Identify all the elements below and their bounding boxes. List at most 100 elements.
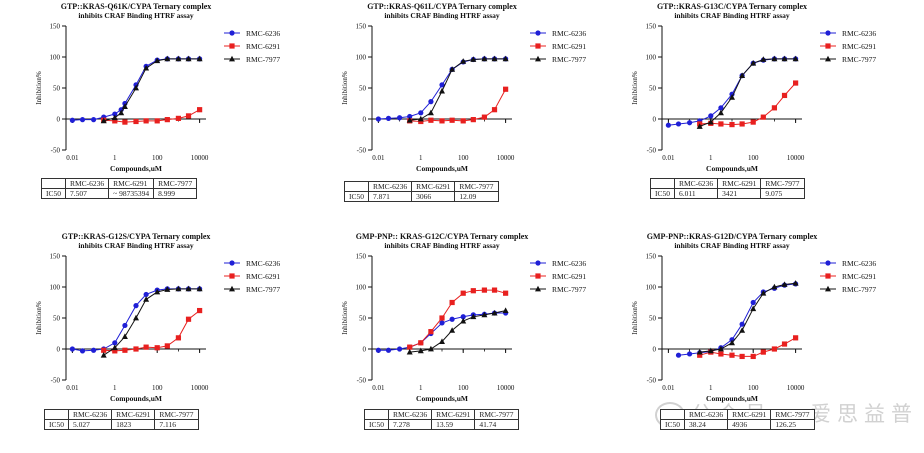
x-tick-label: 1	[113, 384, 117, 392]
legend-marker	[229, 260, 235, 266]
x-tick-label: 100	[152, 154, 163, 162]
data-point-rmc-6236	[449, 316, 455, 322]
y-tick-label: 100	[646, 284, 657, 292]
data-point-rmc-6236	[112, 340, 118, 346]
y-axis-label: Inhibition%	[341, 71, 349, 105]
ic50-header-cell: RMC-6291	[717, 178, 762, 189]
y-tick-label: -50	[647, 147, 657, 155]
series-line-rmc-6236	[678, 283, 796, 356]
ic50-header-cell: RMC-6291	[111, 409, 156, 420]
chart-title: GTP::KRAS-Q61K/CYPA Ternary complex	[61, 2, 212, 11]
y-tick-label: -50	[51, 147, 61, 155]
data-point-rmc-7977	[164, 286, 171, 292]
data-point-rmc-7977	[439, 338, 445, 344]
y-tick-label: 0	[653, 346, 657, 354]
y-tick-label: 100	[50, 54, 61, 62]
ic50-header-cell: RMC-6236	[367, 181, 413, 192]
data-point-rmc-6291	[481, 114, 488, 120]
series-line-rmc-7977	[699, 282, 796, 353]
x-tick-label: 1	[709, 384, 713, 392]
ic50-table: RMC-6236 RMC-6291 RMC-7977 IC50 38.24 4936 126…	[660, 409, 815, 430]
data-point-rmc-6291	[112, 118, 118, 124]
data-point-rmc-6236	[385, 115, 392, 121]
data-point-rmc-7977	[491, 309, 498, 316]
ic50-value-cell: 12.09	[454, 191, 499, 202]
x-tick-label: 100	[748, 154, 759, 162]
legend-label: RMC-6291	[246, 272, 280, 281]
data-point-rmc-6236	[675, 352, 682, 358]
ic50-header-cell: RMC-6236	[64, 178, 110, 189]
chart-panel-4: GTP::KRAS-G12S/CYPA Ternary complexinhib…	[35, 232, 280, 403]
ic50-row-label: IC50	[344, 191, 369, 202]
y-tick-label: 150	[646, 253, 657, 261]
data-point-rmc-6291	[143, 118, 149, 124]
data-point-rmc-6236	[396, 346, 403, 352]
y-tick-label: 0	[363, 346, 367, 354]
data-point-rmc-7977	[460, 58, 467, 64]
ic50-value-cell: 41.74	[474, 419, 519, 430]
series-line-rmc-7977	[699, 58, 796, 127]
y-tick-label: 150	[50, 253, 61, 261]
data-point-rmc-6291	[729, 121, 735, 128]
data-point-rmc-7977	[707, 347, 714, 354]
data-point-rmc-6291	[460, 290, 466, 296]
data-point-rmc-6236	[122, 322, 128, 329]
x-axis-label: Compounds,uM	[706, 394, 758, 403]
ic50-row-label: IC50	[44, 419, 69, 430]
data-point-rmc-6291	[185, 316, 192, 322]
ic50-header-cell	[44, 409, 69, 420]
data-point-rmc-6236	[90, 347, 97, 353]
data-point-rmc-6291	[760, 114, 766, 120]
data-point-rmc-6236	[407, 113, 413, 120]
legend-marker	[535, 55, 541, 62]
data-point-rmc-6291	[164, 117, 170, 123]
data-point-rmc-7977	[729, 339, 735, 346]
y-tick-label: 100	[646, 54, 657, 62]
data-point-rmc-6291	[460, 118, 466, 124]
y-tick-label: 50	[53, 85, 61, 93]
y-axis-label: Inhibition%	[35, 71, 43, 105]
data-point-rmc-7977	[111, 344, 118, 351]
data-point-rmc-7977	[760, 56, 767, 62]
y-tick-label: -50	[51, 377, 61, 385]
x-tick-label: 100	[152, 384, 163, 392]
legend-marker	[535, 285, 541, 292]
ic50-header-cell	[344, 181, 369, 192]
chart-subtitle: inhibits CRAF Binding HTRF assay	[78, 11, 194, 20]
data-point-rmc-7977	[449, 327, 456, 333]
y-tick-label: 150	[50, 23, 61, 31]
data-point-rmc-7977	[143, 64, 150, 71]
series-line-rmc-6291	[699, 82, 796, 126]
x-axis-label: Compounds,uM	[110, 164, 162, 173]
ic50-value-cell: 4936	[727, 419, 772, 430]
data-point-rmc-7977	[406, 117, 413, 123]
x-tick-label: 1	[709, 154, 713, 162]
data-point-rmc-6236	[79, 348, 86, 354]
data-point-rmc-7977	[185, 285, 192, 292]
ic50-value-cell: 7.507	[64, 188, 110, 199]
series-line-rmc-6291	[409, 289, 506, 348]
data-point-rmc-6291	[739, 121, 745, 127]
data-point-rmc-7977	[100, 352, 107, 358]
legend-label: RMC-7977	[842, 55, 876, 64]
y-tick-label: 150	[356, 23, 367, 31]
y-tick-label: -50	[357, 377, 367, 385]
legend-marker	[535, 43, 541, 49]
data-point-rmc-6291	[185, 113, 192, 119]
data-point-rmc-6291	[491, 107, 498, 113]
ic50-row-label: IC50	[364, 419, 389, 430]
data-point-rmc-6236	[90, 117, 97, 123]
legend-marker	[825, 55, 831, 62]
ic50-value-cell: 5.027	[67, 419, 113, 430]
data-point-rmc-6236	[69, 117, 75, 123]
legend-marker	[535, 260, 541, 266]
data-point-rmc-6291	[481, 287, 488, 293]
legend-label: RMC-6236	[552, 29, 586, 38]
data-point-rmc-7977	[439, 87, 445, 94]
x-tick-label: 10000	[787, 154, 805, 162]
ic50-header-cell: RMC-6291	[431, 409, 476, 420]
data-point-rmc-6236	[739, 321, 745, 327]
series-line-rmc-7977	[409, 310, 506, 353]
x-tick-label: 0.01	[662, 154, 675, 162]
